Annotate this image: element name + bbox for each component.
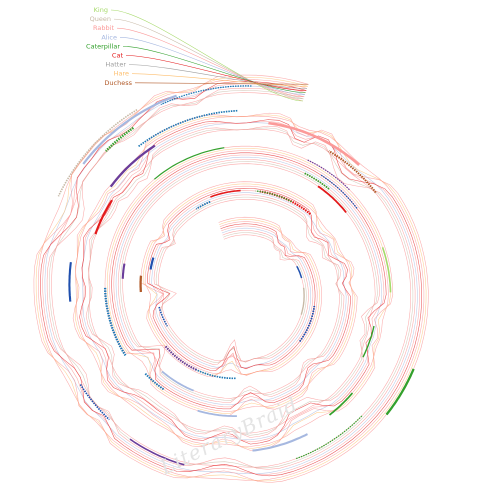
spiral-strands (33, 74, 429, 483)
interaction-segment (149, 257, 155, 270)
leader-line-rabbit (116, 27, 305, 98)
legend-label-cat: Cat (112, 52, 124, 60)
interaction-segment (68, 262, 72, 302)
interaction-segment (129, 438, 185, 466)
interaction-segment (94, 199, 113, 235)
leader-line-queen (113, 18, 304, 100)
legend-label-duchess: Duchess (104, 79, 132, 87)
leader-line-cat (125, 55, 307, 91)
interaction-segment (317, 185, 347, 213)
interaction-segment (195, 368, 236, 380)
interaction-segment (164, 345, 198, 372)
interaction-segment (255, 190, 293, 203)
leader-line-hatter (128, 64, 307, 89)
interaction-segment (295, 414, 363, 460)
leader-line-duchess (134, 82, 309, 85)
interaction-segment (158, 306, 168, 327)
interaction-segment (137, 109, 238, 148)
legend-label-rabbit: Rabbit (93, 24, 114, 32)
leader-line-hare (131, 73, 308, 87)
interaction-segment (160, 85, 252, 106)
strand-king (51, 92, 411, 468)
legend-label-king: King (94, 6, 108, 14)
interaction-segment (144, 372, 165, 391)
interaction-segment (121, 263, 126, 279)
interaction-segment (300, 287, 305, 315)
strand-queen (49, 90, 414, 469)
interaction-segment (57, 109, 138, 197)
strand-hare (35, 76, 427, 482)
strand-caterpillar (42, 83, 420, 475)
legend-label-alice: Alice (101, 33, 117, 41)
strand-duchess (33, 74, 429, 483)
interaction-segment (328, 392, 354, 416)
interaction-segment (161, 370, 194, 392)
interaction-segment (385, 368, 415, 416)
interaction-segment (307, 159, 350, 191)
strand-cat (40, 81, 422, 477)
interaction-segment (195, 200, 211, 210)
legend-label-queen: Queen (90, 15, 111, 23)
interaction-segment (210, 189, 241, 198)
interaction-marks (57, 85, 415, 466)
leader-line-caterpillar (122, 46, 306, 93)
interaction-segment (381, 247, 392, 293)
interaction-segment (82, 94, 177, 165)
interaction-segment (103, 287, 127, 356)
leader-line-alice (119, 37, 305, 95)
interaction-segment (154, 147, 225, 180)
interaction-segment (296, 265, 303, 279)
interaction-segment (268, 121, 360, 166)
strand-alice (44, 85, 418, 475)
legend-label-hatter: Hatter (105, 61, 126, 69)
leader-line-king (110, 9, 303, 102)
interaction-segment (109, 144, 156, 188)
interaction-segment (328, 150, 377, 194)
interaction-segment (197, 409, 237, 418)
strand-hatter (38, 79, 425, 481)
interaction-segment (105, 126, 135, 152)
interaction-segment (320, 174, 358, 209)
legend-label-caterpillar: Caterpillar (86, 42, 120, 50)
interaction-segment (79, 384, 110, 421)
strand-rabbit (46, 87, 416, 470)
legend-label-hare: Hare (114, 70, 129, 78)
interaction-segment (252, 433, 308, 452)
legend-leader-lines (110, 9, 309, 102)
interaction-segment (362, 325, 375, 358)
